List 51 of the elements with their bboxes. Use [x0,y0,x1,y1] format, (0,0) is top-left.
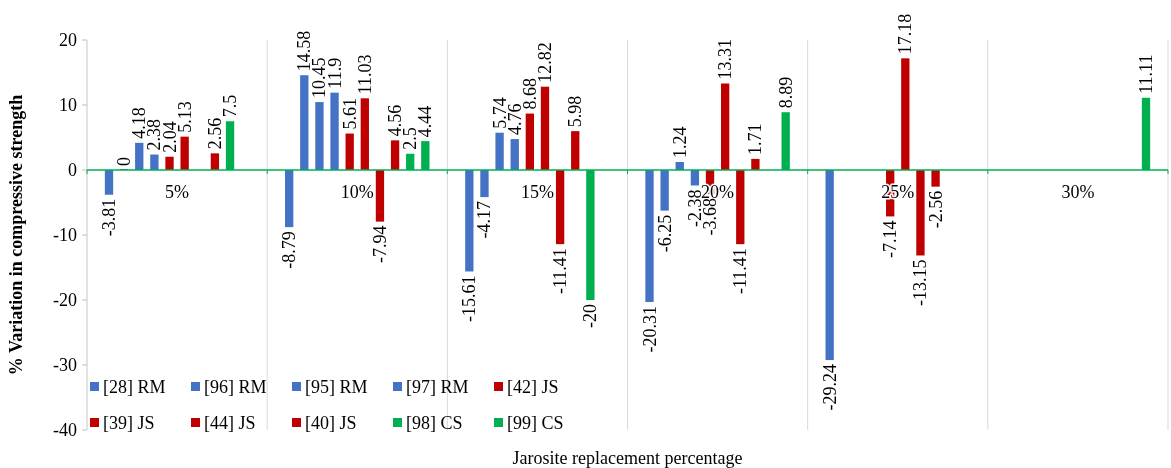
x-axis-title: Jarosite replacement percentage [512,448,743,468]
data-label: 11.03 [354,54,375,95]
data-label: -4.17 [474,201,495,239]
y-tick-label: -30 [53,355,77,376]
data-label: -8.79 [279,231,300,269]
data-label: 13.31 [715,38,736,80]
legend-label: [95] RM [305,377,368,398]
data-label: 17.18 [895,13,916,55]
data-label: -2.56 [925,190,946,229]
data-label: -7.94 [369,225,390,264]
data-label: 0 [114,157,135,166]
y-tick-label: 0 [68,160,77,181]
y-tick-label: 20 [59,30,77,51]
data-label: 7.5 [220,94,241,118]
data-label: -15.61 [459,275,480,322]
data-label: 11.9 [324,57,345,89]
y-tick-label: -10 [53,225,77,246]
data-label: -3.68 [700,197,721,236]
data-label: 2.56 [204,117,225,150]
legend-label: [42] JS [507,377,559,398]
data-label: 11.11 [1136,54,1156,94]
legend-label: [96] RM [204,377,267,398]
legend-label: [28] RM [103,377,166,398]
legend-label: [44] JS [204,413,256,434]
data-label: 5.98 [565,95,586,128]
legend-label: [97] RM [406,377,469,398]
legend-label: [39] JS [103,413,155,434]
data-label: -13.15 [910,259,931,306]
data-label: 1.24 [669,126,690,158]
y-tick-label: -40 [53,420,77,441]
data-label: -7.14 [880,220,901,258]
data-label: -6.25 [654,214,675,253]
y-axis-title: % Variation in compressive strength [6,94,26,376]
legend-label: [40] JS [305,413,357,434]
x-tick-label: 5% [165,182,190,202]
data-label: 8.89 [775,76,796,109]
data-label: -29.24 [819,364,840,411]
data-label: 5.61 [339,98,360,130]
legend-label: [99] CS [507,413,564,434]
x-tick-label: 15% [520,182,554,202]
y-tick-label: 10 [59,95,77,116]
y-tick-label: -20 [53,290,77,311]
data-label: -20 [580,304,601,328]
data-label: -3.81 [99,198,119,237]
legend-label: [98] CS [406,413,463,434]
x-tick-label: 10% [340,182,374,202]
data-label: -11.41 [730,248,751,294]
data-label: -11.41 [550,248,571,294]
x-tick-label: 30% [1061,182,1095,202]
data-label: 1.71 [745,123,766,155]
data-label: -20.31 [639,306,660,353]
